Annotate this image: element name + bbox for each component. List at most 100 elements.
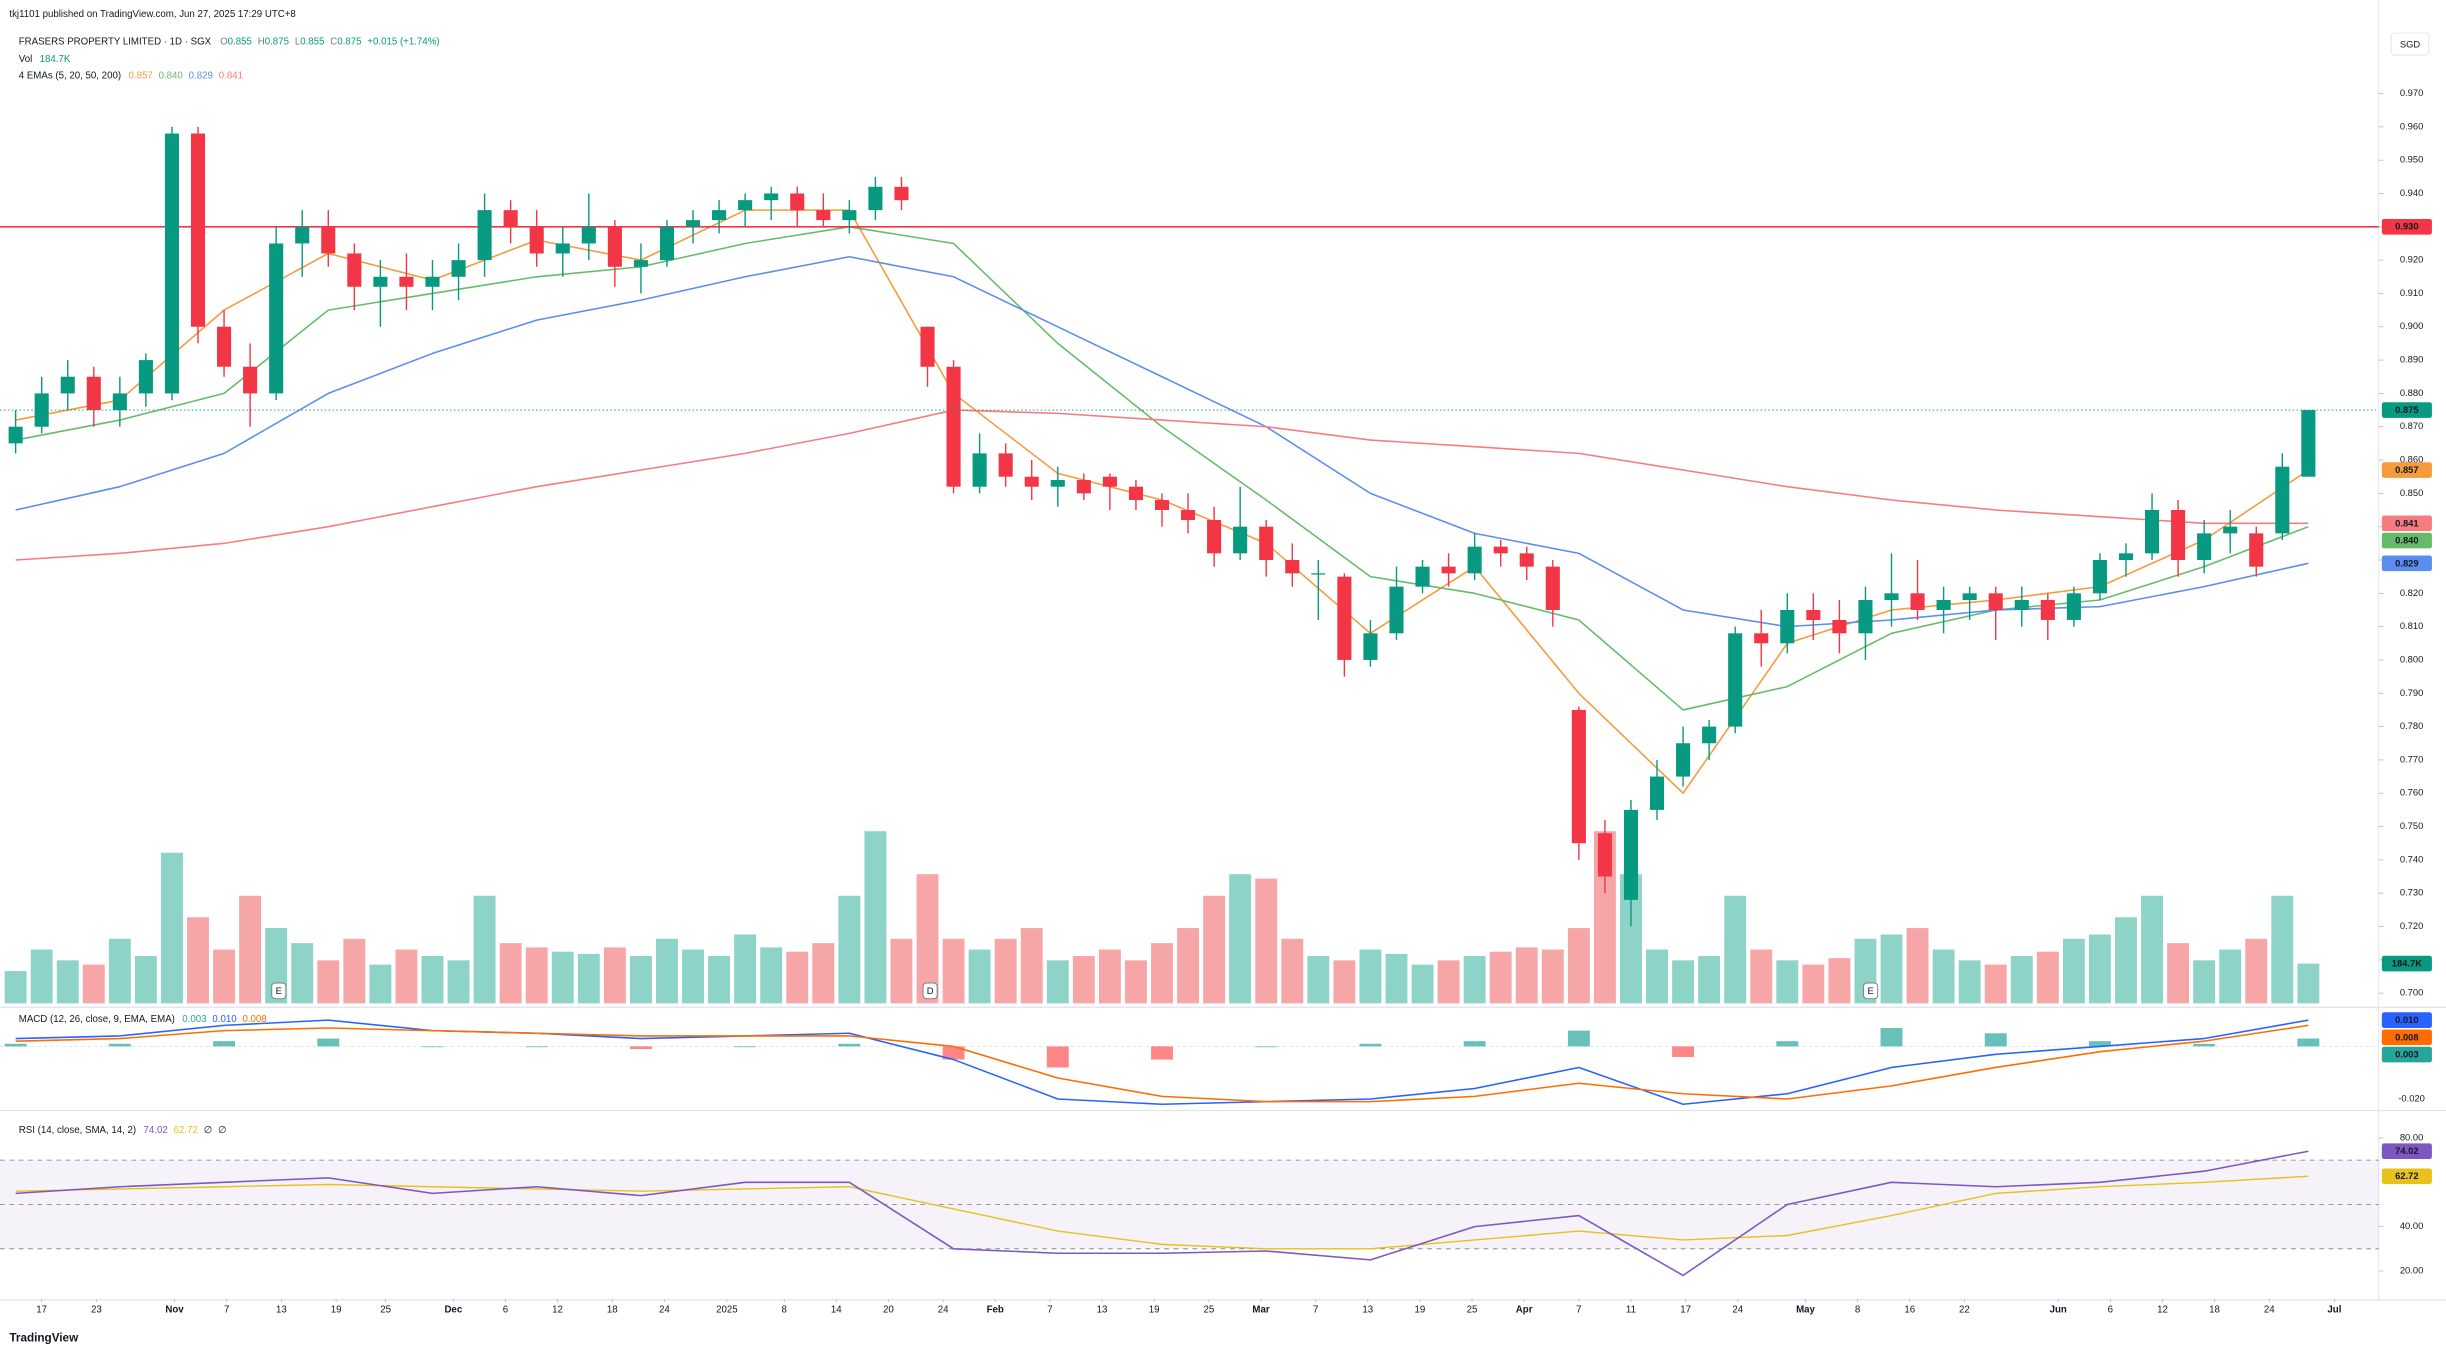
ema-title: 4 EMAs (5, 20, 50, 200) [19, 70, 121, 81]
volume-bar [968, 949, 991, 1004]
candle-body [2197, 533, 2212, 561]
y-tick-label: 0.960 [2400, 121, 2423, 131]
candle-body [1050, 480, 1065, 487]
volume-bar [1124, 960, 1147, 1004]
volume-bar [1724, 895, 1747, 1004]
y-tick-label: 0.790 [2400, 688, 2423, 698]
candle-body [1076, 480, 1091, 494]
volume-bar [864, 831, 887, 1004]
rsi-value: 74.02 [144, 1125, 168, 1136]
volume-bar [1046, 960, 1069, 1004]
y-tick-label: 0.870 [2400, 421, 2423, 431]
volume-bar [1098, 949, 1121, 1004]
candle-body [1936, 599, 1951, 610]
x-tick-label: Apr [1516, 1305, 1533, 1316]
candle-body [1910, 593, 1925, 610]
volume-bar [942, 938, 965, 1004]
candle-body [1806, 609, 1821, 620]
ohlc-key: H [258, 36, 265, 47]
x-tick-label: 22 [1959, 1305, 1970, 1316]
candle-body [86, 376, 101, 411]
candle-body [373, 276, 388, 287]
volume-bar [1672, 960, 1695, 1004]
x-tick-label: 7 [1313, 1305, 1318, 1316]
x-tick-label: Nov [165, 1305, 184, 1316]
volume-bar [2219, 949, 2242, 1004]
ema-line [15, 409, 2309, 561]
candle-body [868, 186, 883, 211]
header: tkj1101 published on TradingView.com, Ju… [9, 9, 2430, 1344]
macd-histogram [1151, 1046, 1173, 1060]
event-label: E [276, 986, 282, 996]
candle-body [1337, 576, 1352, 660]
y-tick-label: 0.970 [2400, 88, 2423, 98]
x-tick-label: 6 [503, 1305, 508, 1316]
volume-bar [1828, 958, 1851, 1004]
macd-histogram [421, 1046, 444, 1048]
x-tick-label: 24 [659, 1305, 670, 1316]
y-tick-label: 0.890 [2400, 355, 2423, 365]
candle-body [659, 226, 675, 261]
x-tick-label: 19 [1415, 1305, 1426, 1316]
volume-bar [2271, 895, 2294, 1004]
volume-bar [161, 852, 183, 1004]
ema-line [15, 256, 2309, 628]
macd-value: 0.008 [242, 1014, 266, 1025]
volume-bar [1984, 964, 2007, 1004]
ema-value: 0.841 [219, 70, 243, 81]
axis-tag [2381, 532, 2432, 549]
macd-histogram [1046, 1046, 1069, 1068]
volume-bar [1802, 964, 1825, 1004]
x-tick-label: 19 [331, 1305, 342, 1316]
x-tick-label: 25 [380, 1305, 391, 1316]
event-marker [1863, 982, 1879, 1000]
macd-histogram [1359, 1043, 1382, 1047]
candle-body [1858, 599, 1873, 634]
x-tick-label: 7 [1047, 1305, 1052, 1316]
candle-body [1962, 593, 1977, 600]
volume-bar [213, 949, 236, 1004]
candle-body [321, 226, 336, 254]
macd-histogram [317, 1038, 340, 1047]
x-tick-label: 7 [224, 1305, 229, 1316]
ema-value: 0.829 [189, 70, 213, 81]
macd-histogram [1984, 1033, 2007, 1047]
volume-bar [1359, 949, 1382, 1004]
volume-bar [1880, 934, 1903, 1004]
currency[interactable]: SGD [2400, 39, 2421, 49]
candle-body [451, 260, 466, 277]
publisher: tkj1101 published on TradingView.com, Ju… [9, 9, 295, 20]
volume-bar [2062, 938, 2085, 1004]
volume-bar [1385, 953, 1408, 1004]
volume-bar [239, 895, 262, 1004]
volume-bar [30, 949, 53, 1004]
candle-body [1233, 526, 1248, 554]
x-tick-label: 12 [2157, 1305, 2168, 1316]
x-tick-label: May [1796, 1305, 1815, 1316]
candle-body [2066, 593, 2081, 620]
rsi-legend: RSI (14, close, SMA, 14, 2) 74.02 62.72 … [19, 1125, 227, 1136]
volume-bar [838, 895, 861, 1004]
ohlc-value: 0.875 [337, 36, 361, 47]
currency-box[interactable] [2390, 32, 2430, 56]
volume-tag [2381, 955, 2432, 972]
candle-body [712, 210, 727, 221]
volume-bar [2167, 943, 2190, 1004]
macd-line [15, 1019, 2309, 1106]
y-tick-label: 0.770 [2400, 754, 2423, 764]
candle-body [34, 393, 49, 427]
x-tick-label: 6 [2108, 1305, 2113, 1316]
volume-bar [1437, 960, 1460, 1004]
volume-bar [187, 917, 209, 1004]
signal-line [15, 1024, 2309, 1103]
candle-body [1702, 726, 1717, 744]
candle-body [477, 210, 492, 261]
y-tick-label: 0.800 [2400, 654, 2423, 664]
x-tick-label: 25 [1204, 1305, 1215, 1316]
candle-body [1207, 520, 1222, 554]
volume-bar [1072, 956, 1095, 1004]
candle-body [503, 210, 518, 227]
volume-bar [108, 938, 131, 1004]
macd-histogram [1567, 1030, 1590, 1047]
ema-value: 0.840 [159, 70, 184, 81]
